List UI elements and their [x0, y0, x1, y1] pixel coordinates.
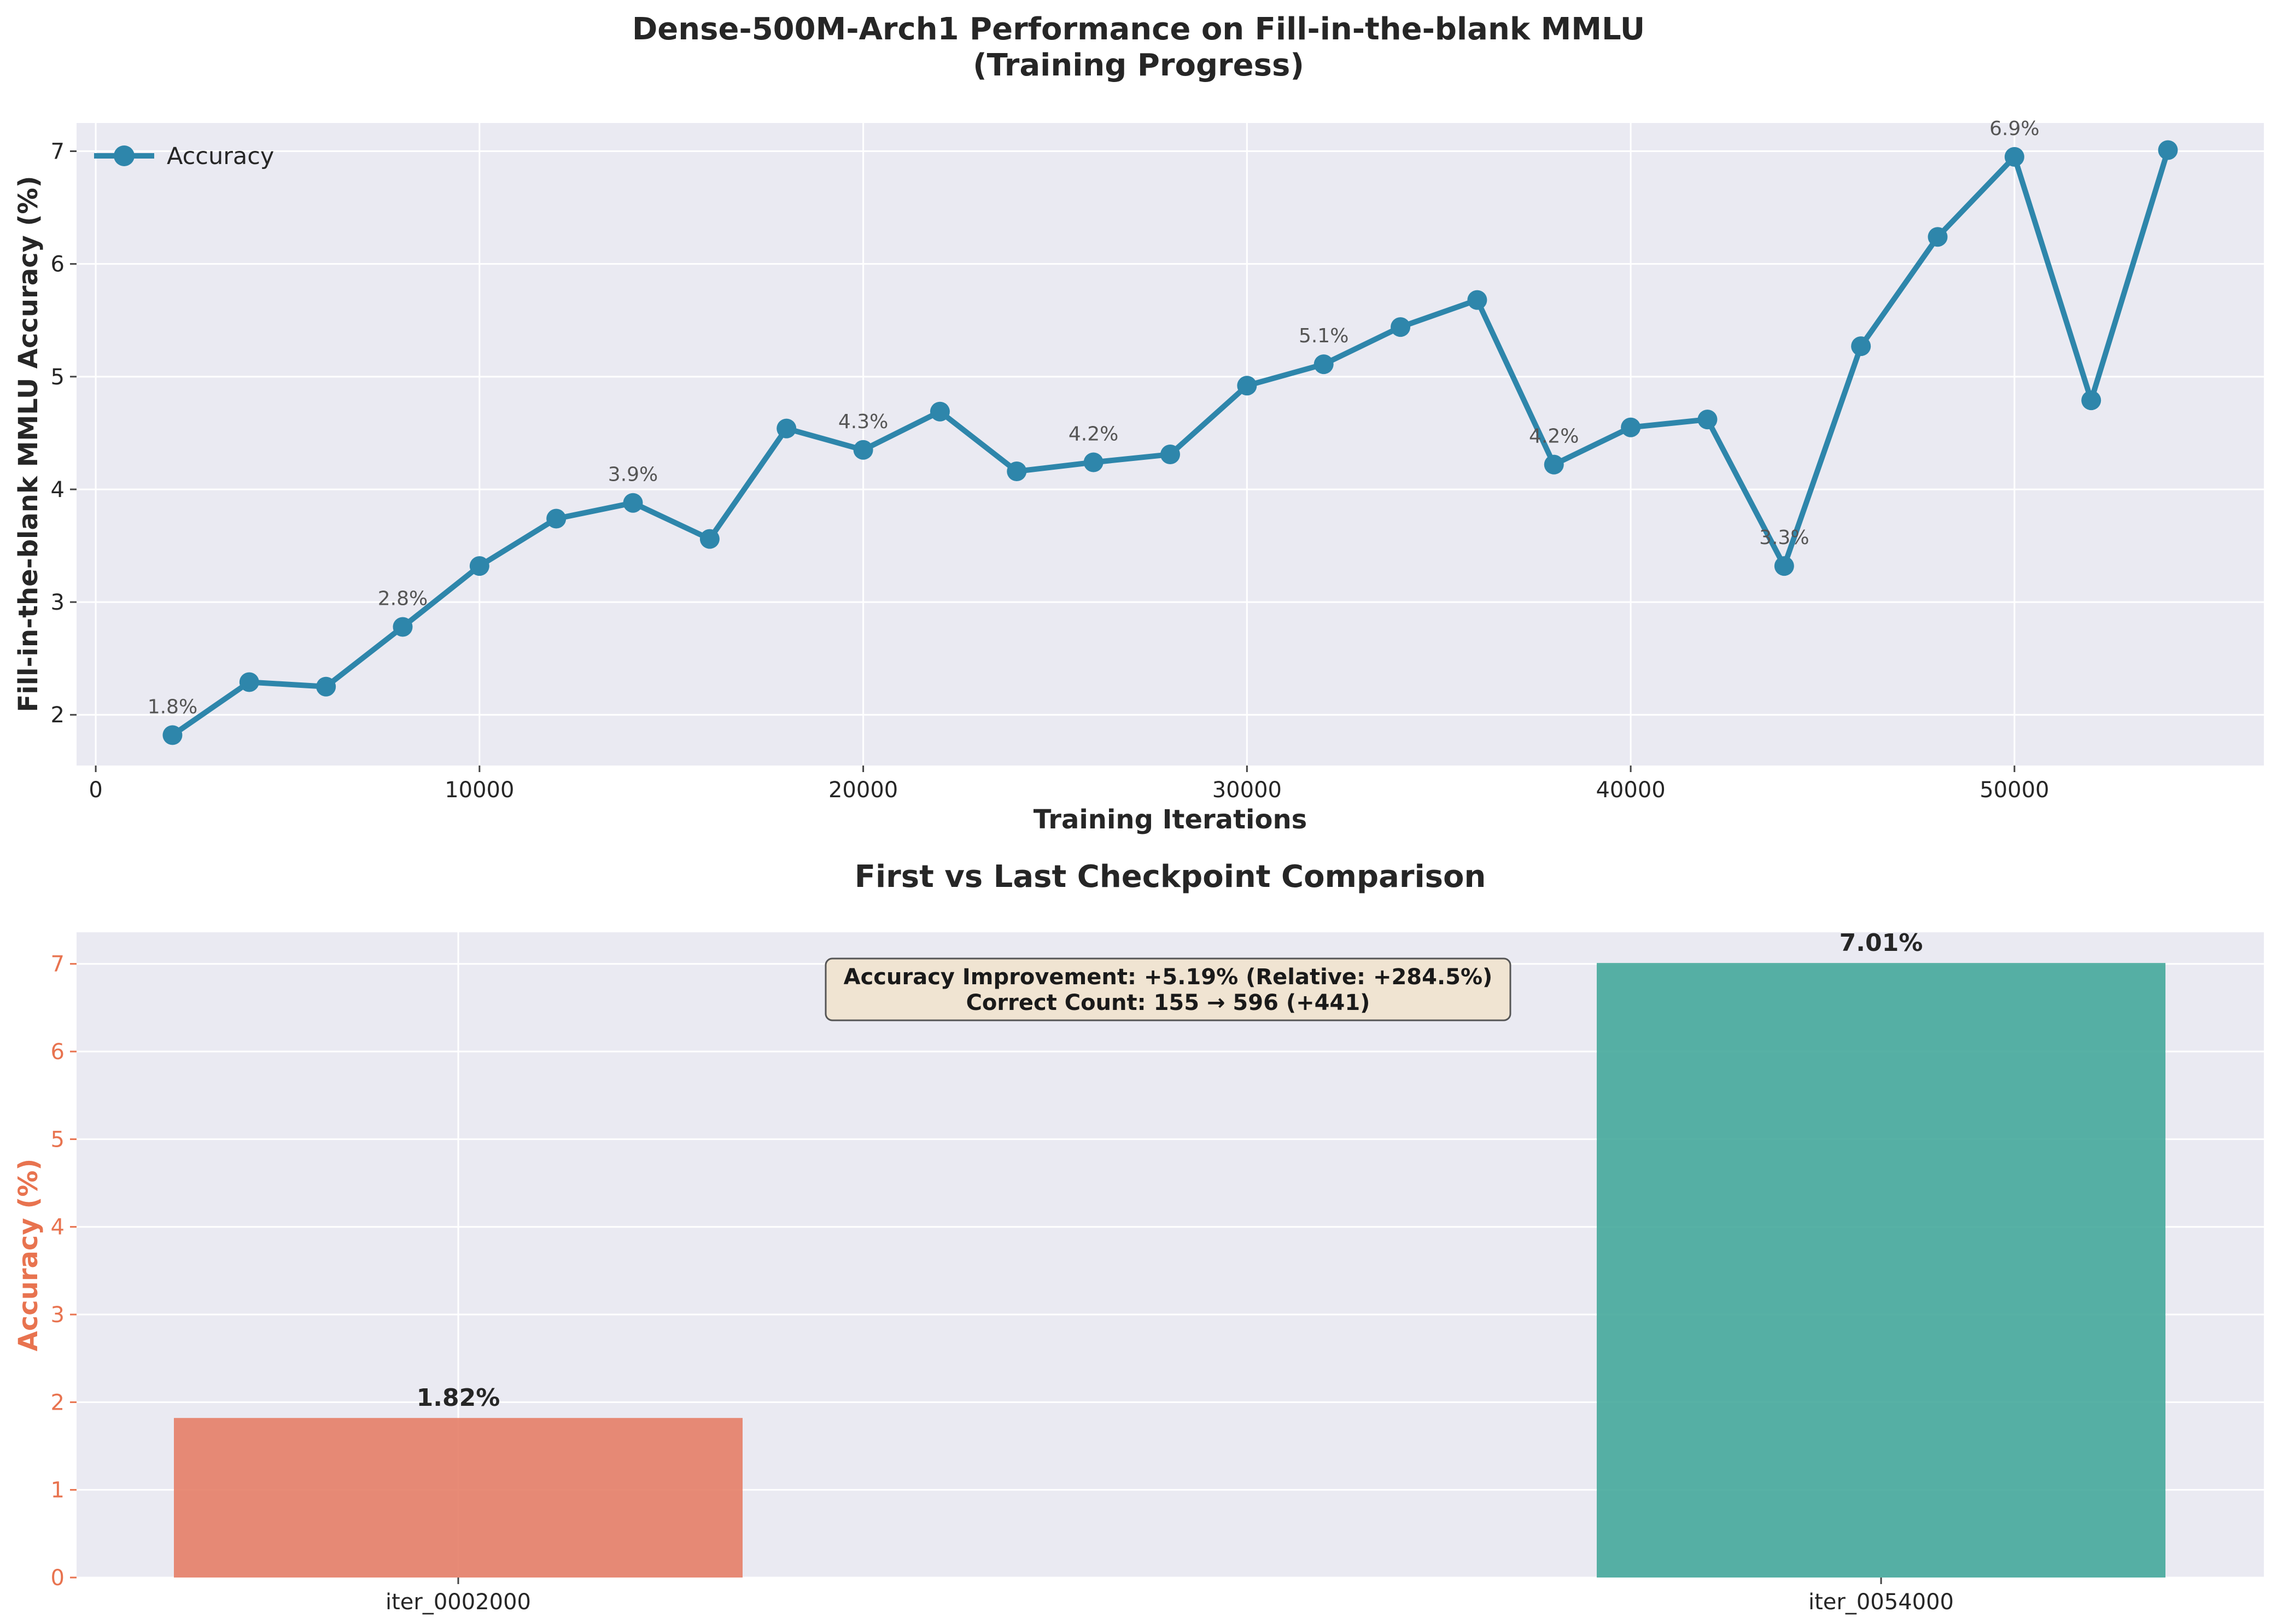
data-point-28000 — [1160, 445, 1180, 465]
accuracy-series-points — [162, 140, 2178, 745]
x-tick-label-20000: 20000 — [828, 778, 898, 803]
bar-chart: First vs Last Checkpoint Comparison 0 1 2 3… — [13, 859, 2264, 1615]
line-chart-legend: Accuracy — [94, 143, 274, 170]
x-tick-label-30000: 30000 — [1212, 778, 1282, 803]
bar-chart-bars — [174, 963, 2165, 1578]
data-point-18000 — [776, 418, 797, 439]
bar-y-tick-label-5: 5 — [51, 1127, 65, 1152]
improvement-text-line2: Correct Count: 155 → 596 (+441) — [966, 990, 1370, 1015]
y-tick-label-7: 7 — [51, 139, 65, 165]
data-point-42000 — [1697, 410, 1718, 430]
bar-chart-y-ticks: 0 1 2 3 4 5 6 7 — [51, 952, 77, 1591]
line-chart-x-axis-label: Training Iterations — [1034, 804, 1307, 835]
line-chart-annotations: 1.8% 2.8% 3.9% 4.3% 4.2% 5.1% 4.2% 3.3% 6.9% — [148, 118, 2040, 718]
line-chart-y-axis-label: Fill-in-the-blank MMLU Accuracy (%) — [13, 176, 44, 712]
y-tick-label-2: 2 — [51, 703, 65, 728]
line-chart-subtitle: (Training Progress) — [973, 48, 1304, 83]
data-point-32000 — [1313, 354, 1334, 375]
data-point-24000 — [1007, 461, 1027, 481]
annotation-44000: 3.3% — [1759, 527, 1809, 549]
data-point-50000 — [2004, 147, 2024, 167]
line-chart-x-ticks: 0 10000 20000 30000 40000 50000 — [89, 766, 2049, 803]
data-point-54000 — [2158, 140, 2178, 160]
data-point-44000 — [1774, 556, 1794, 576]
bar-y-tick-label-3: 3 — [51, 1302, 65, 1328]
data-point-34000 — [1391, 317, 1411, 337]
annotation-32000: 5.1% — [1299, 325, 1348, 347]
data-point-36000 — [1467, 290, 1487, 310]
annotation-26000: 4.2% — [1069, 423, 1118, 445]
annotation-20000: 4.3% — [838, 411, 888, 433]
legend-label-accuracy: Accuracy — [167, 143, 274, 170]
y-tick-label-5: 5 — [51, 365, 65, 390]
bar-category-label-iter_0002000: iter_0002000 — [386, 1590, 531, 1615]
line-chart-plot-area — [77, 123, 2264, 766]
data-point-16000 — [699, 529, 720, 549]
bar-value-label-iter_0002000: 1.82% — [417, 1384, 500, 1412]
annotation-38000: 4.2% — [1529, 425, 1579, 448]
x-tick-label-0: 0 — [89, 778, 102, 803]
bar-chart-y-axis-label: Accuracy (%) — [13, 1159, 44, 1352]
data-point-22000 — [930, 401, 950, 422]
data-point-4000 — [239, 672, 259, 692]
data-point-26000 — [1083, 452, 1104, 472]
data-point-10000 — [469, 556, 489, 576]
legend-marker-swatch — [114, 145, 135, 166]
bar-iter_0002000 — [174, 1418, 743, 1578]
data-point-30000 — [1237, 376, 1257, 396]
bar-y-tick-label-7: 7 — [51, 952, 65, 977]
bar-value-label-iter_0054000: 7.01% — [1840, 929, 1923, 957]
bar-chart-title: First vs Last Checkpoint Comparison — [855, 859, 1486, 895]
x-tick-label-40000: 40000 — [1596, 778, 1665, 803]
y-tick-label-4: 4 — [51, 477, 65, 503]
data-point-8000 — [393, 617, 413, 637]
data-point-38000 — [1544, 454, 1564, 475]
y-tick-label-6: 6 — [51, 252, 65, 277]
bar-y-tick-label-0: 0 — [51, 1565, 65, 1591]
annotation-50000: 6.9% — [1989, 118, 2039, 140]
bar-iter_0054000 — [1597, 963, 2165, 1578]
improvement-text-line1: Accuracy Improvement: +5.19% (Relative: … — [844, 965, 1493, 990]
data-point-46000 — [1851, 336, 1871, 357]
annotation-14000: 3.9% — [608, 464, 658, 486]
data-point-14000 — [623, 493, 643, 513]
line-chart-title: Dense-500M-Arch1 Performance on Fill-in-… — [632, 11, 1645, 47]
annotation-2000: 1.8% — [148, 696, 197, 718]
bar-y-tick-label-6: 6 — [51, 1039, 65, 1065]
bar-y-tick-label-1: 1 — [51, 1478, 65, 1503]
bar-chart-category-labels: iter_0002000 iter_0054000 — [386, 1578, 1954, 1615]
improvement-box-frame — [825, 957, 1511, 1021]
y-tick-label-3: 3 — [51, 590, 65, 615]
x-tick-label-50000: 50000 — [1980, 778, 2049, 803]
data-point-52000 — [2081, 390, 2101, 411]
bar-y-tick-label-2: 2 — [51, 1390, 65, 1415]
annotation-8000: 2.8% — [378, 587, 428, 610]
data-point-40000 — [1621, 417, 1641, 437]
line-chart-grid — [77, 123, 2264, 766]
bar-category-label-iter_0054000: iter_0054000 — [1808, 1590, 1954, 1615]
data-point-20000 — [853, 440, 873, 460]
data-point-12000 — [546, 509, 567, 529]
line-chart: Dense-500M-Arch1 Performance on Fill-in-… — [13, 11, 2264, 835]
line-chart-y-ticks: 2 3 4 5 6 7 — [51, 139, 77, 728]
data-point-48000 — [1928, 227, 1948, 247]
bar-chart-value-labels: 1.82% 7.01% — [417, 929, 1923, 1412]
improvement-text-box: Accuracy Improvement: +5.19% (Relative: … — [825, 957, 1511, 1021]
data-point-2000 — [162, 725, 183, 745]
data-point-6000 — [316, 676, 336, 697]
bar-y-tick-label-4: 4 — [51, 1215, 65, 1240]
x-tick-label-10000: 10000 — [445, 778, 514, 803]
